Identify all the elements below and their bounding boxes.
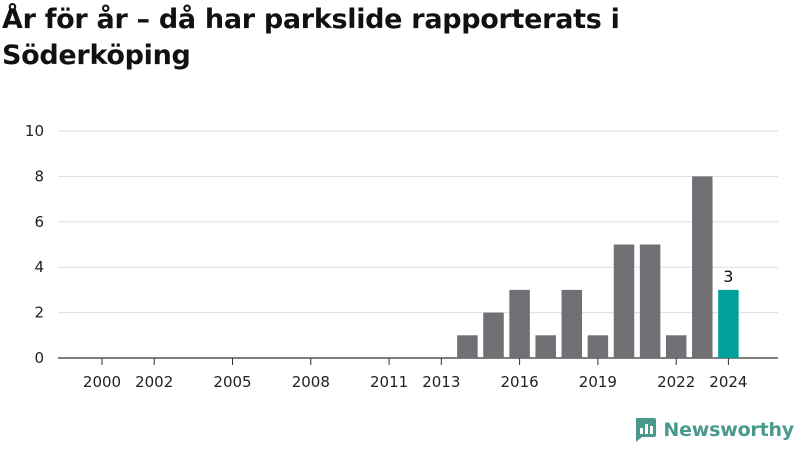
y-axis-ticks: 0 2 4 6 8 10 bbox=[25, 122, 44, 367]
x-tick-label: 2013 bbox=[422, 373, 460, 391]
y-tick-label: 2 bbox=[34, 304, 44, 322]
bar-2021 bbox=[639, 244, 661, 358]
x-tick-label: 2008 bbox=[292, 373, 330, 391]
x-tick-label: 2000 bbox=[83, 373, 121, 391]
x-tick-label: 2016 bbox=[501, 373, 539, 391]
data-label-2024: 3 bbox=[723, 267, 733, 286]
x-tick-label: 2024 bbox=[709, 373, 747, 391]
bar-2015 bbox=[483, 312, 504, 358]
bar-2022 bbox=[665, 335, 687, 358]
bar-2024 bbox=[718, 289, 739, 358]
gridlines bbox=[58, 130, 778, 359]
y-tick-label: 8 bbox=[34, 167, 44, 185]
brand-name: Newsworthy bbox=[663, 419, 794, 441]
y-tick-label: 0 bbox=[34, 349, 44, 367]
x-tick-label: 2019 bbox=[579, 373, 617, 391]
x-tick-label: 2011 bbox=[370, 373, 408, 391]
x-tick-label: 2002 bbox=[135, 373, 173, 391]
y-tick-label: 6 bbox=[34, 213, 44, 231]
x-tick-label: 2005 bbox=[213, 373, 251, 391]
chart-title: År för år – då har parkslide rapporterat… bbox=[2, 4, 620, 71]
bar-2023 bbox=[692, 176, 713, 358]
bar-2020 bbox=[613, 244, 635, 358]
bar-2019 bbox=[587, 335, 609, 358]
bar-2017 bbox=[535, 335, 556, 358]
y-tick-label: 10 bbox=[25, 122, 44, 140]
x-axis-ticks: 2000 2002 2005 2008 2011 2013 2016 2019 2022 2024 bbox=[83, 358, 747, 391]
bar-2018 bbox=[561, 289, 583, 358]
y-tick-label: 4 bbox=[34, 258, 44, 276]
x-tick-label: 2022 bbox=[657, 373, 695, 391]
bar-chart-logo-icon bbox=[636, 418, 657, 442]
brand-logo: Newsworthy bbox=[633, 417, 794, 443]
data-labels: 3 bbox=[723, 267, 733, 286]
bars bbox=[457, 176, 739, 358]
bar-2014 bbox=[457, 335, 478, 358]
bar-2016 bbox=[509, 289, 530, 358]
